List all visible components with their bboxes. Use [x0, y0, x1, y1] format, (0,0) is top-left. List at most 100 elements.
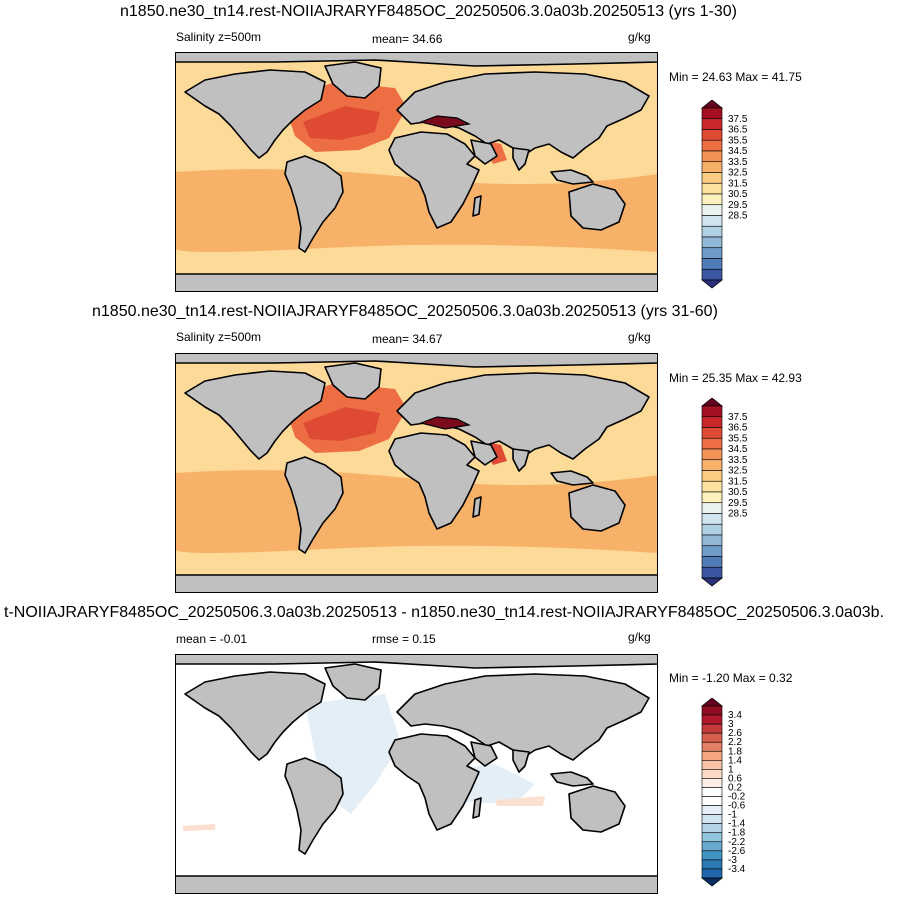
- mediterranean-salinity: [418, 416, 471, 430]
- colorbar-segment: [701, 566, 723, 579]
- colorbar-tick-label: 2.6: [728, 728, 742, 739]
- colorbar-tick-label: 1.4: [728, 755, 742, 766]
- panel1-minmax-label: Min = 24.63 Max = 41.75: [669, 70, 802, 84]
- colorbar-tick-label: 37.5: [728, 114, 748, 125]
- indonesia-landmass: [550, 470, 594, 486]
- eurasia-landmass: [396, 71, 650, 159]
- colorbar-segment: [701, 787, 723, 797]
- arctic-ice-landmass: [175, 654, 658, 669]
- colorbar-tick-label: 1: [728, 764, 734, 775]
- colorbar-tick-label: -3: [728, 855, 737, 866]
- panel2-variable-label: Salinity z=500m: [176, 330, 262, 344]
- colorbar-segment: [701, 823, 723, 834]
- colorbar-segment: [701, 437, 723, 450]
- north-atlantic-salinity-core: [303, 407, 380, 441]
- antarctica-landmass: [175, 875, 658, 894]
- colorbar-tick-label: 29.5: [728, 200, 748, 211]
- colorbar-tick-label: -2.2: [728, 837, 746, 848]
- colorbar-segment: [701, 841, 723, 852]
- greenland-landmass: [324, 362, 382, 400]
- madagascar-landmass: [472, 797, 482, 819]
- colorbar-tick-label: 36.5: [728, 125, 748, 136]
- colorbar-segment: [701, 769, 723, 779]
- panel2-minmax-label: Min = 25.35 Max = 42.93: [669, 371, 802, 385]
- colorbar-segment: [701, 850, 723, 861]
- colorbar-tick-label: 1.8: [728, 746, 742, 757]
- africa-landmass: [388, 432, 480, 530]
- antarctica-landmass: [175, 574, 658, 593]
- colorbar-segment: [701, 714, 723, 725]
- colorbar-tick-label: -0.6: [728, 801, 746, 812]
- north-america-landmass: [184, 69, 326, 159]
- colorbar-tick-label: 34.5: [728, 444, 748, 455]
- colorbar-segment: [701, 859, 723, 870]
- panel3-mean-label: mean = -0.01: [176, 632, 248, 646]
- australia-landmass: [568, 183, 626, 231]
- colorbar-segment: [701, 760, 723, 770]
- arctic-ice-landmass: [175, 52, 658, 67]
- map-frame: [175, 654, 658, 894]
- colorbar-tick-label: 35.5: [728, 433, 748, 444]
- colorbar-segment: [701, 247, 723, 259]
- colorbar-segment: [701, 107, 723, 120]
- colorbar-tick-label: 29.5: [728, 498, 748, 509]
- australia-landmass: [568, 484, 626, 532]
- south-america-landmass: [284, 155, 344, 253]
- colorbar-tick-label: -2.6: [728, 846, 746, 857]
- colorbar-top-arrow: [700, 398, 724, 407]
- colorbar-segment: [701, 268, 723, 281]
- colorbar-segment: [701, 534, 723, 547]
- eurasia-landmass: [396, 673, 650, 761]
- colorbar-segment: [701, 523, 723, 536]
- south-america-landmass: [284, 757, 344, 855]
- map-frame: [175, 52, 658, 292]
- arabia-landmass: [470, 741, 498, 767]
- colorbar-bottom-arrow: [700, 577, 724, 587]
- colorbar-segment: [701, 796, 723, 806]
- colorbar-segment: [701, 470, 723, 482]
- colorbar-segment: [701, 750, 723, 761]
- greenland-landmass: [324, 663, 382, 701]
- madagascar-landmass: [472, 496, 482, 518]
- colorbar-segment: [701, 741, 723, 752]
- panel2-title: n1850.ne30_tn14.rest-NOIIAJRARYF8485OC_2…: [92, 303, 718, 320]
- colorbar-segment: [701, 732, 723, 743]
- panel1-variable-label: Salinity z=500m: [176, 30, 262, 44]
- colorbar-tick-label: 31.5: [728, 178, 748, 189]
- colorbar-segment: [701, 405, 723, 418]
- panel3-colorbar: 3.432.62.21.81.410.60.2-0.2-0.6-1-1.4-1.…: [700, 698, 746, 887]
- colorbar-segment: [701, 459, 723, 471]
- south-america-landmass: [284, 456, 344, 554]
- madagascar-landmass: [472, 195, 482, 217]
- colorbar-segment: [701, 805, 723, 815]
- colorbar-segment: [701, 814, 723, 824]
- colorbar-tick-label: -1.4: [728, 819, 746, 830]
- colorbar-segment: [701, 236, 723, 249]
- colorbar-segment: [701, 705, 723, 716]
- colorbar-tick-label: 36.5: [728, 423, 748, 434]
- map-frame: [175, 353, 658, 593]
- colorbar-segment: [701, 480, 723, 493]
- colorbar-segment: [701, 502, 723, 514]
- colorbar-segment: [701, 204, 723, 216]
- colorbar-tick-label: -1.8: [728, 828, 746, 839]
- panel3-title: t-NOIIAJRARYF8485OC_20250506.3.0a03b.202…: [4, 604, 885, 621]
- colorbar-tick-label: 28.5: [728, 509, 748, 520]
- colorbar-segment: [701, 118, 723, 130]
- mediterranean-salinity: [418, 115, 471, 129]
- colorbar-segment: [701, 868, 723, 879]
- arabia-landmass: [470, 440, 498, 466]
- colorbar-tick-label: 34.5: [728, 146, 748, 157]
- colorbar-segment: [701, 258, 723, 270]
- colorbar-segment: [701, 556, 723, 568]
- panel2-mean-label: mean= 34.67: [372, 332, 443, 346]
- colorbar-tick-label: 30.5: [728, 189, 748, 200]
- india-landmass: [512, 749, 530, 773]
- colorbar-top-arrow: [700, 698, 724, 707]
- indian-positive-anomaly: [495, 796, 545, 806]
- north-atlantic-salinity-core: [303, 106, 380, 140]
- panel1-title: n1850.ne30_tn14.rest-NOIIAJRARYF8485OC_2…: [120, 3, 738, 20]
- north-america-landmass: [184, 370, 326, 460]
- colorbar-tick-label: 32.5: [728, 466, 748, 477]
- colorbar-segment: [701, 513, 723, 525]
